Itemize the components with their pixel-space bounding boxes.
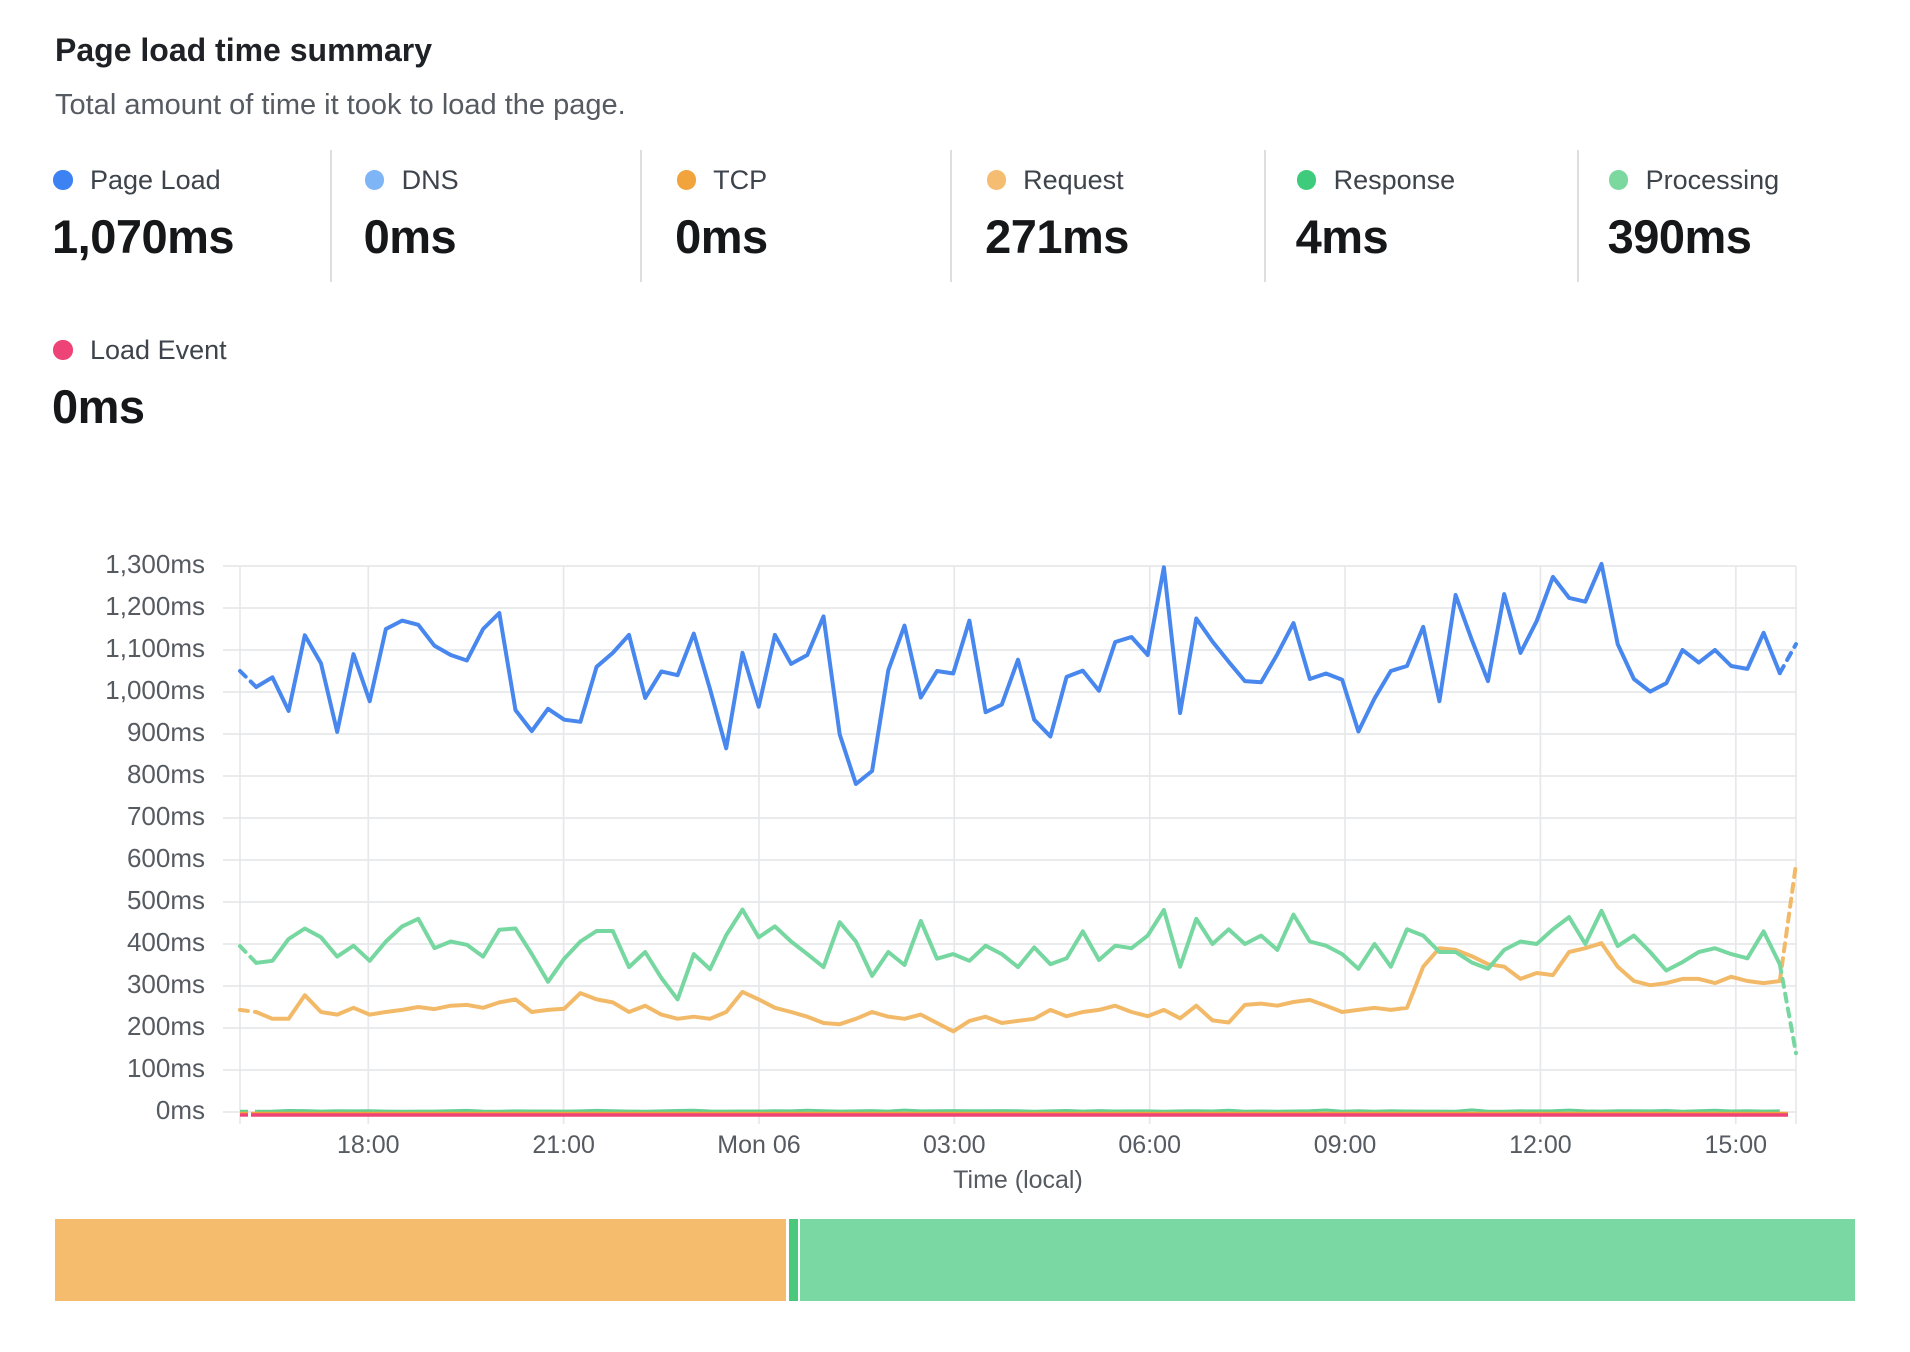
svg-text:15:00: 15:00 [1705, 1131, 1768, 1159]
svg-text:18:00: 18:00 [337, 1131, 400, 1159]
svg-text:1,200ms: 1,200ms [105, 591, 205, 621]
svg-text:400ms: 400ms [127, 927, 205, 957]
svg-text:06:00: 06:00 [1118, 1131, 1181, 1159]
svg-text:1,100ms: 1,100ms [105, 633, 205, 663]
svg-text:800ms: 800ms [127, 759, 205, 789]
svg-text:600ms: 600ms [127, 843, 205, 873]
svg-text:Time (local): Time (local) [953, 1166, 1083, 1194]
svg-text:100ms: 100ms [127, 1053, 205, 1083]
svg-text:0ms: 0ms [156, 1095, 205, 1125]
svg-text:Mon 06: Mon 06 [717, 1131, 800, 1159]
svg-text:500ms: 500ms [127, 885, 205, 915]
svg-text:1,300ms: 1,300ms [105, 549, 205, 579]
svg-text:900ms: 900ms [127, 717, 205, 747]
svg-text:21:00: 21:00 [532, 1131, 595, 1159]
svg-text:1,000ms: 1,000ms [105, 675, 205, 705]
svg-text:03:00: 03:00 [923, 1131, 986, 1159]
svg-text:09:00: 09:00 [1314, 1131, 1377, 1159]
svg-text:12:00: 12:00 [1509, 1131, 1572, 1159]
svg-text:700ms: 700ms [127, 801, 205, 831]
svg-text:300ms: 300ms [127, 969, 205, 999]
svg-text:200ms: 200ms [127, 1011, 205, 1041]
